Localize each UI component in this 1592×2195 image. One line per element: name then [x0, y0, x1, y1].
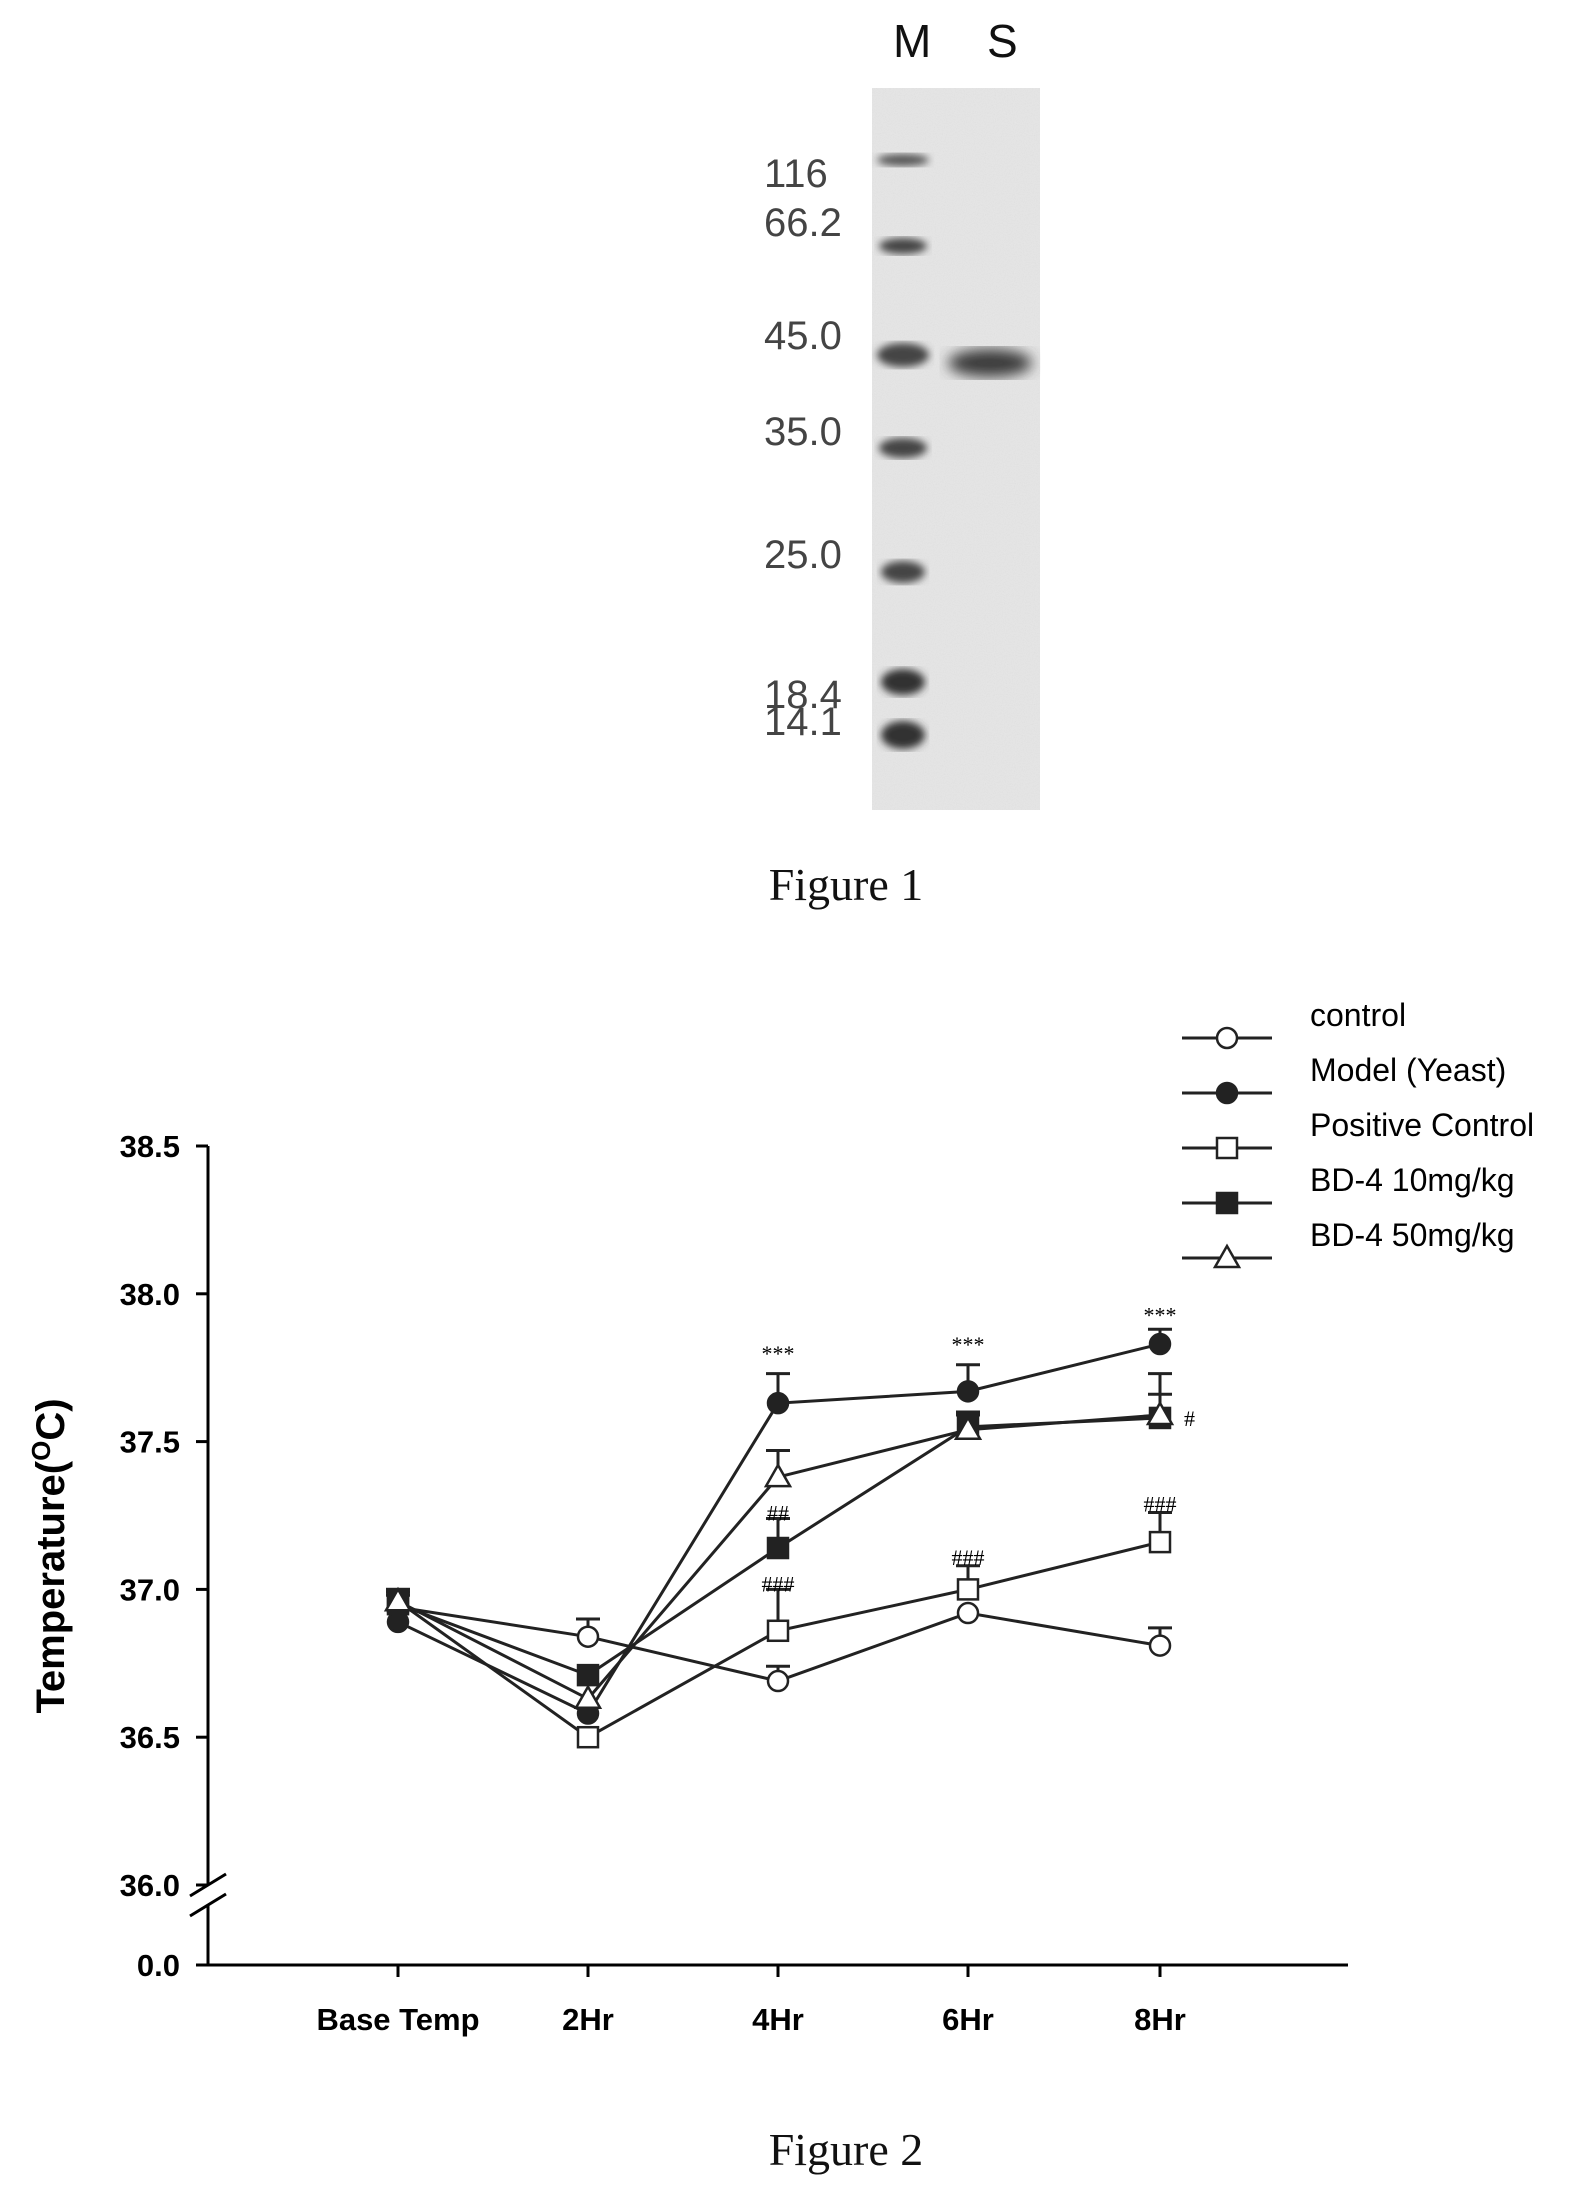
data-point-marker [956, 1380, 980, 1403]
significance-label: ### [952, 1545, 985, 1570]
significance-label: ### [1144, 1492, 1177, 1517]
legend-marker [1215, 1081, 1239, 1105]
lane-label-m: M [893, 15, 932, 67]
data-point-marker [1148, 1332, 1172, 1356]
y-tick-label: 38.0 [120, 1277, 180, 1312]
data-point-marker [763, 1462, 793, 1488]
significance-label: *** [762, 1341, 795, 1366]
temperature-chart: 0.0 Temperature(OC) 36.0 36.5 37.0 37.5 38.0… [26, 997, 1534, 2037]
y-axis-title: Temperature(OC) [26, 1398, 73, 1713]
figure-1-caption: Figure 1 [768, 859, 924, 910]
data-point-marker [576, 1625, 600, 1648]
mw-marker-label: 45.0 [764, 314, 842, 358]
marker-band [877, 343, 929, 367]
x-tick-label: 8Hr [1134, 2002, 1186, 2037]
legend-marker [1215, 1026, 1239, 1050]
marker-band [879, 238, 927, 254]
series-4 [383, 1372, 1175, 1710]
legend-label: Model (Yeast) [1310, 1052, 1506, 1088]
legend-label: BD-4 50mg/kg [1310, 1217, 1515, 1253]
legend-item: control [1182, 997, 1406, 1050]
legend-item: BD-4 10mg/kg [1182, 1162, 1515, 1215]
legend-item: Model (Yeast) [1182, 1052, 1506, 1105]
significance-label: ### [762, 1571, 795, 1596]
gel-figure: M S 116 66.2 45.0 35.0 25.0 18.4 14.1 Fi… [0, 0, 1592, 920]
data-point-marker [576, 1725, 600, 1749]
data-point-marker [1148, 1634, 1172, 1657]
legend-label: BD-4 10mg/kg [1310, 1162, 1515, 1198]
marker-band [881, 721, 925, 749]
data-point-marker [1148, 1530, 1172, 1554]
marker-band [881, 669, 925, 695]
mw-marker-label: 116 [764, 152, 828, 196]
data-point-marker [1145, 1400, 1175, 1426]
x-tick-label: 6Hr [942, 2002, 994, 2037]
data-point-marker [576, 1663, 600, 1687]
data-point-marker [573, 1684, 603, 1710]
x-tick-label: 2Hr [562, 2002, 614, 2037]
y-tick-label: 37.5 [120, 1425, 180, 1460]
significance-label: *** [952, 1332, 985, 1357]
axis-break-mark [189, 1892, 227, 1918]
significance-label: ## [767, 1501, 789, 1526]
legend-label: Positive Control [1310, 1107, 1534, 1143]
significance-label: # [1184, 1406, 1195, 1431]
data-point-marker [383, 1586, 413, 1612]
data-point-marker [766, 1536, 790, 1560]
legend-marker [1215, 1191, 1239, 1215]
data-point-marker [766, 1669, 790, 1693]
marker-band [879, 438, 927, 458]
y-tick-label: 36.0 [120, 1868, 180, 1903]
legend-marker [1215, 1136, 1239, 1160]
series-1 [386, 1327, 1172, 1725]
legend-label: control [1310, 997, 1406, 1033]
lane-label-s: S [987, 15, 1018, 67]
figure-2-caption: Figure 2 [768, 2124, 924, 2175]
legend-item: BD-4 50mg/kg [1182, 1217, 1515, 1269]
y-tick-label: 0.0 [137, 1948, 180, 1983]
x-tick-label: Base Temp [316, 2002, 479, 2037]
sample-band [948, 349, 1032, 377]
significance-label: *** [1144, 1302, 1177, 1327]
data-point-marker [956, 1601, 980, 1625]
mw-marker-label: 14.1 [764, 700, 842, 744]
data-point-marker [766, 1391, 790, 1415]
data-point-marker [953, 1415, 983, 1441]
data-point-marker [766, 1619, 790, 1643]
mw-marker-label: 66.2 [764, 201, 842, 245]
y-tick-label: 38.5 [120, 1129, 180, 1164]
x-tick-label: 4Hr [752, 2002, 804, 2037]
mw-marker-label: 35.0 [764, 410, 842, 454]
data-point-marker [956, 1578, 980, 1601]
marker-band [881, 561, 925, 583]
gel-image [872, 88, 1040, 810]
y-tick-label: 37.0 [120, 1572, 180, 1607]
mw-marker-label: 18.4 [764, 673, 842, 717]
legend-item: Positive Control [1182, 1107, 1534, 1160]
y-tick-label: 36.5 [120, 1720, 180, 1755]
mw-marker-label: 25.0 [764, 533, 842, 577]
marker-band [877, 154, 929, 166]
legend-marker [1212, 1243, 1242, 1269]
